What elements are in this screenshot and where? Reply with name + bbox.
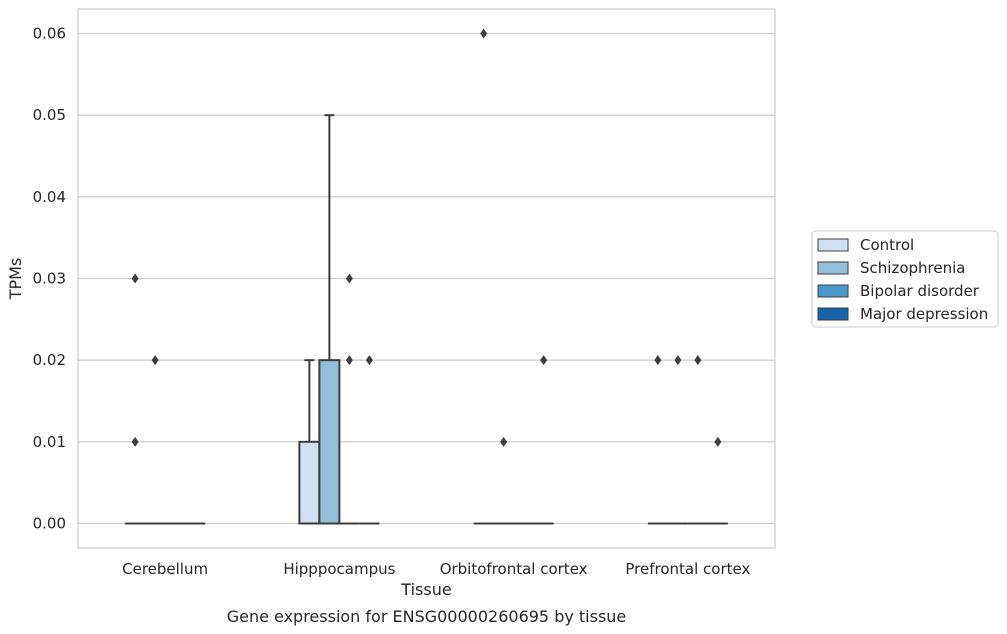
outlier-point (131, 436, 139, 447)
outlier-point (714, 436, 722, 447)
x-tick-label: Orbitofrontal cortex (440, 560, 588, 578)
outlier-point (480, 28, 488, 39)
chart-caption: Gene expression for ENSG00000260695 by t… (227, 607, 627, 626)
y-axis-label: TPMs (6, 258, 25, 301)
y-tick-label: 0.03 (33, 270, 66, 288)
legend-item: Control (817, 236, 914, 254)
box-major-depression (707, 436, 728, 525)
outlier-point (540, 355, 548, 366)
legend-label: Bipolar disorder (860, 282, 980, 300)
x-axis-label: Tissue (400, 580, 451, 599)
x-tick-label: Prefrontal cortex (625, 560, 750, 578)
box-series (125, 28, 728, 525)
y-tick-label: 0.01 (33, 433, 66, 451)
box-bipolar-disorder (339, 273, 360, 525)
plot-area-frame (77, 8, 776, 549)
box-schizophrenia (667, 355, 688, 525)
box-major-depression (533, 355, 554, 525)
legend-label: Major depression (860, 305, 988, 323)
box-control (647, 355, 668, 525)
outlier-point (365, 355, 373, 366)
y-tick-label: 0.06 (33, 25, 66, 43)
legend-item: Major depression (817, 305, 988, 323)
x-axis-ticks: Cerebellum Hipppocampus Orbitofrontal cort… (122, 560, 750, 578)
outlier-point (151, 355, 159, 366)
outlier-point (694, 355, 702, 366)
legend-frame (811, 230, 999, 328)
x-tick-label: Cerebellum (122, 560, 208, 578)
legend-item: Schizophrenia (817, 259, 965, 277)
box-schizophrenia (493, 436, 514, 525)
legend-label: Schizophrenia (860, 259, 965, 277)
y-tick-label: 0.02 (33, 351, 66, 369)
x-tick-label: Hipppocampus (283, 560, 395, 578)
gridlines (78, 32, 775, 525)
y-tick-label: 0.04 (33, 188, 66, 206)
box-iqr (318, 359, 341, 525)
legend-label: Control (860, 236, 914, 254)
outlier-point (131, 273, 139, 284)
box-bipolar-disorder (687, 355, 708, 525)
y-axis-ticks: 0.00 0.01 0.02 0.03 0.04 0.05 0.06 (33, 25, 66, 533)
box-schizophrenia (145, 355, 166, 525)
y-tick-label: 0.00 (33, 515, 66, 533)
box-iqr (298, 440, 321, 525)
legend-swatch (817, 261, 849, 275)
box-major-depression (359, 355, 380, 525)
legend: Control Schizophrenia Bipolar disorder Majo… (811, 230, 999, 328)
legend-item: Bipolar disorder (817, 282, 980, 300)
box-control (125, 273, 146, 525)
outlier-point (654, 355, 662, 366)
y-tick-label: 0.05 (33, 106, 66, 124)
outlier-point (500, 436, 508, 447)
box-control (298, 359, 321, 525)
outlier-point (674, 355, 682, 366)
box-schizophrenia (318, 114, 341, 525)
outlier-point (345, 273, 353, 284)
box-control (473, 28, 494, 525)
outlier-point (345, 355, 353, 366)
legend-swatch (817, 284, 849, 298)
legend-swatch (817, 307, 849, 321)
legend-swatch (817, 238, 849, 252)
